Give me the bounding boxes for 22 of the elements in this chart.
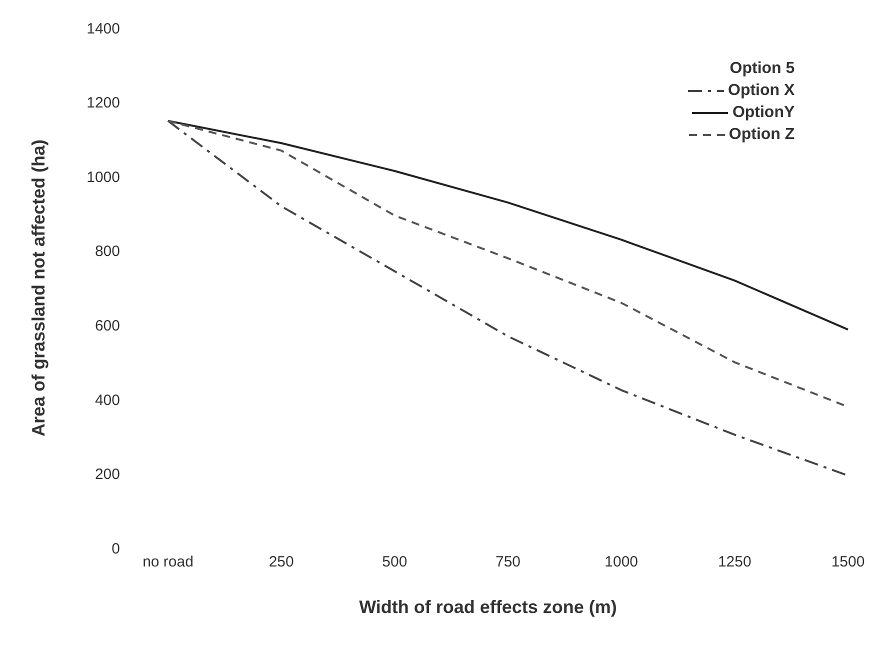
y-axis-title: Area of grassland not affected (ha) bbox=[28, 139, 48, 437]
y-tick-label: 400 bbox=[94, 392, 120, 409]
legend-label: OptionY bbox=[732, 103, 795, 123]
x-tick-label: 1500 bbox=[831, 554, 865, 571]
x-tick-label: 500 bbox=[382, 554, 408, 571]
x-axis-title: Width of road effects zone (m) bbox=[359, 597, 617, 617]
y-tick-label: 600 bbox=[94, 317, 120, 334]
legend-title: Option 5 bbox=[728, 59, 795, 79]
y-tick-label: 1200 bbox=[86, 94, 120, 112]
legend-label: Option X bbox=[728, 81, 795, 101]
y-tick-label: 1400 bbox=[86, 20, 120, 38]
x-tick-label: no road bbox=[142, 554, 194, 571]
x-tick-label: 1000 bbox=[604, 554, 638, 571]
legend-label: Option Z bbox=[728, 125, 795, 145]
x-tick-label: 250 bbox=[268, 554, 294, 571]
y-tick-label: 1000 bbox=[86, 168, 120, 186]
y-tick-label: 0 bbox=[112, 540, 120, 558]
y-tick-label: 200 bbox=[94, 466, 120, 484]
line-series bbox=[167, 120, 849, 331]
y-tick-label: 800 bbox=[94, 243, 120, 260]
x-tick-label: 750 bbox=[495, 554, 521, 571]
x-tick-label: 1250 bbox=[718, 554, 752, 571]
